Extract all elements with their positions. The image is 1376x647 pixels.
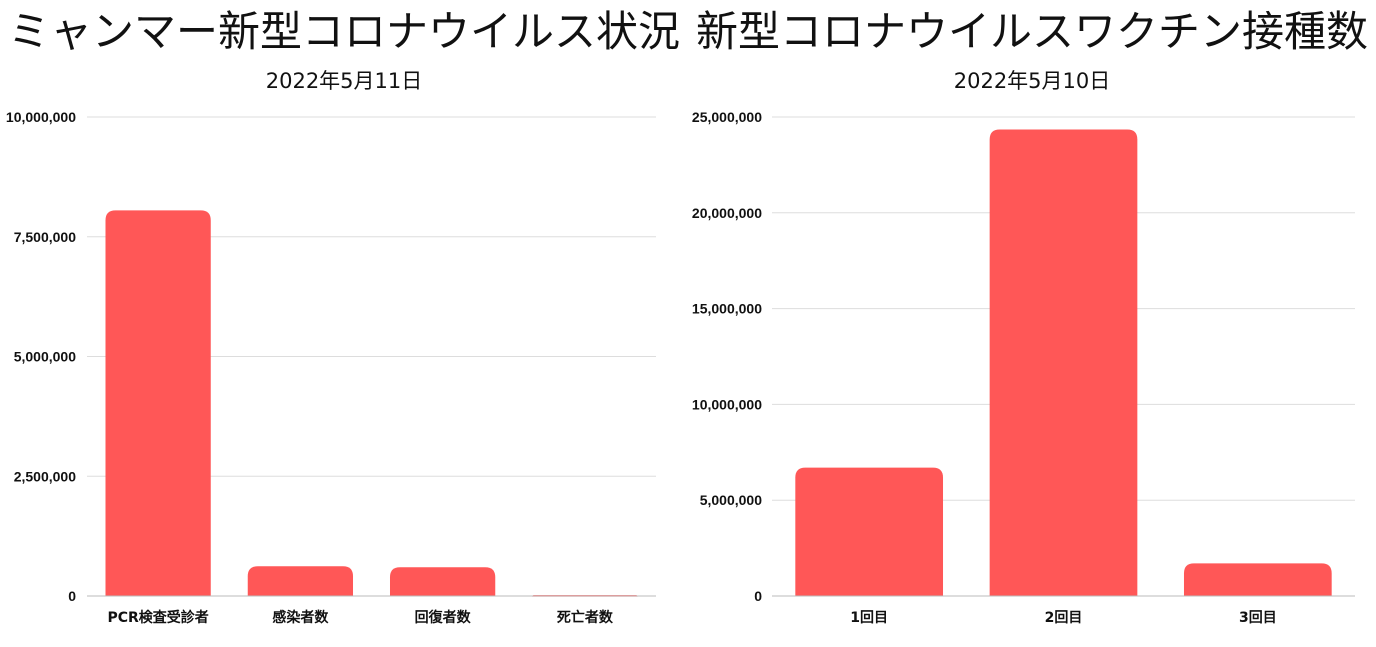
bar bbox=[989, 129, 1138, 597]
chart-title: 新型コロナウイルスワクチン接種数 bbox=[695, 7, 1368, 56]
y-tick-label: 2,500,000 bbox=[14, 468, 76, 484]
bar bbox=[1183, 563, 1332, 596]
chart-title: ミャンマー新型コロナウイルス状況 bbox=[7, 7, 680, 56]
y-tick-label: 5,000,000 bbox=[700, 492, 762, 508]
y-tick-label: 15,000,000 bbox=[692, 301, 762, 317]
y-tick-label: 0 bbox=[754, 588, 762, 604]
chart-subtitle: 2022年5月11日 bbox=[265, 69, 423, 93]
x-tick-label: 2回目 bbox=[1045, 610, 1083, 626]
y-tick-label: 0 bbox=[68, 588, 76, 604]
bar bbox=[247, 566, 354, 596]
x-tick-label: 感染者数 bbox=[272, 609, 329, 626]
y-tick-label: 10,000,000 bbox=[692, 396, 762, 412]
chart-subtitle: 2022年5月10日 bbox=[953, 69, 1111, 93]
x-tick-label: PCR検査受診者 bbox=[107, 609, 208, 626]
bar-chart-plot: 0 2,500,000 5,000,000 7,500,000 10,000,000 PC… bbox=[6, 109, 656, 626]
y-tick-label: 10,000,000 bbox=[6, 109, 76, 125]
y-tick-label: 20,000,000 bbox=[692, 205, 762, 221]
y-tick-label: 7,500,000 bbox=[14, 229, 76, 245]
bar bbox=[105, 210, 211, 596]
y-tick-label: 5,000,000 bbox=[14, 349, 76, 365]
bar-chart-plot: 0 5,000,000 10,000,000 15,000,000 20,000,000… bbox=[692, 109, 1355, 626]
vaccination-chart: 新型コロナウイルスワクチン接種数 2022年5月10日 0 5,000,000 10… bbox=[688, 0, 1376, 647]
x-tick-label: 死亡者数 bbox=[556, 609, 614, 626]
x-tick-label: 1回目 bbox=[850, 610, 888, 626]
y-tick-label: 25,000,000 bbox=[692, 109, 762, 125]
covid-status-chart: ミャンマー新型コロナウイルス状況 2022年5月11日 0 2,500,000 5,… bbox=[6, 7, 680, 626]
x-tick-label: 回復者数 bbox=[415, 609, 472, 626]
bar bbox=[795, 467, 944, 596]
x-tick-label: 3回目 bbox=[1239, 610, 1277, 626]
bar bbox=[389, 567, 496, 596]
